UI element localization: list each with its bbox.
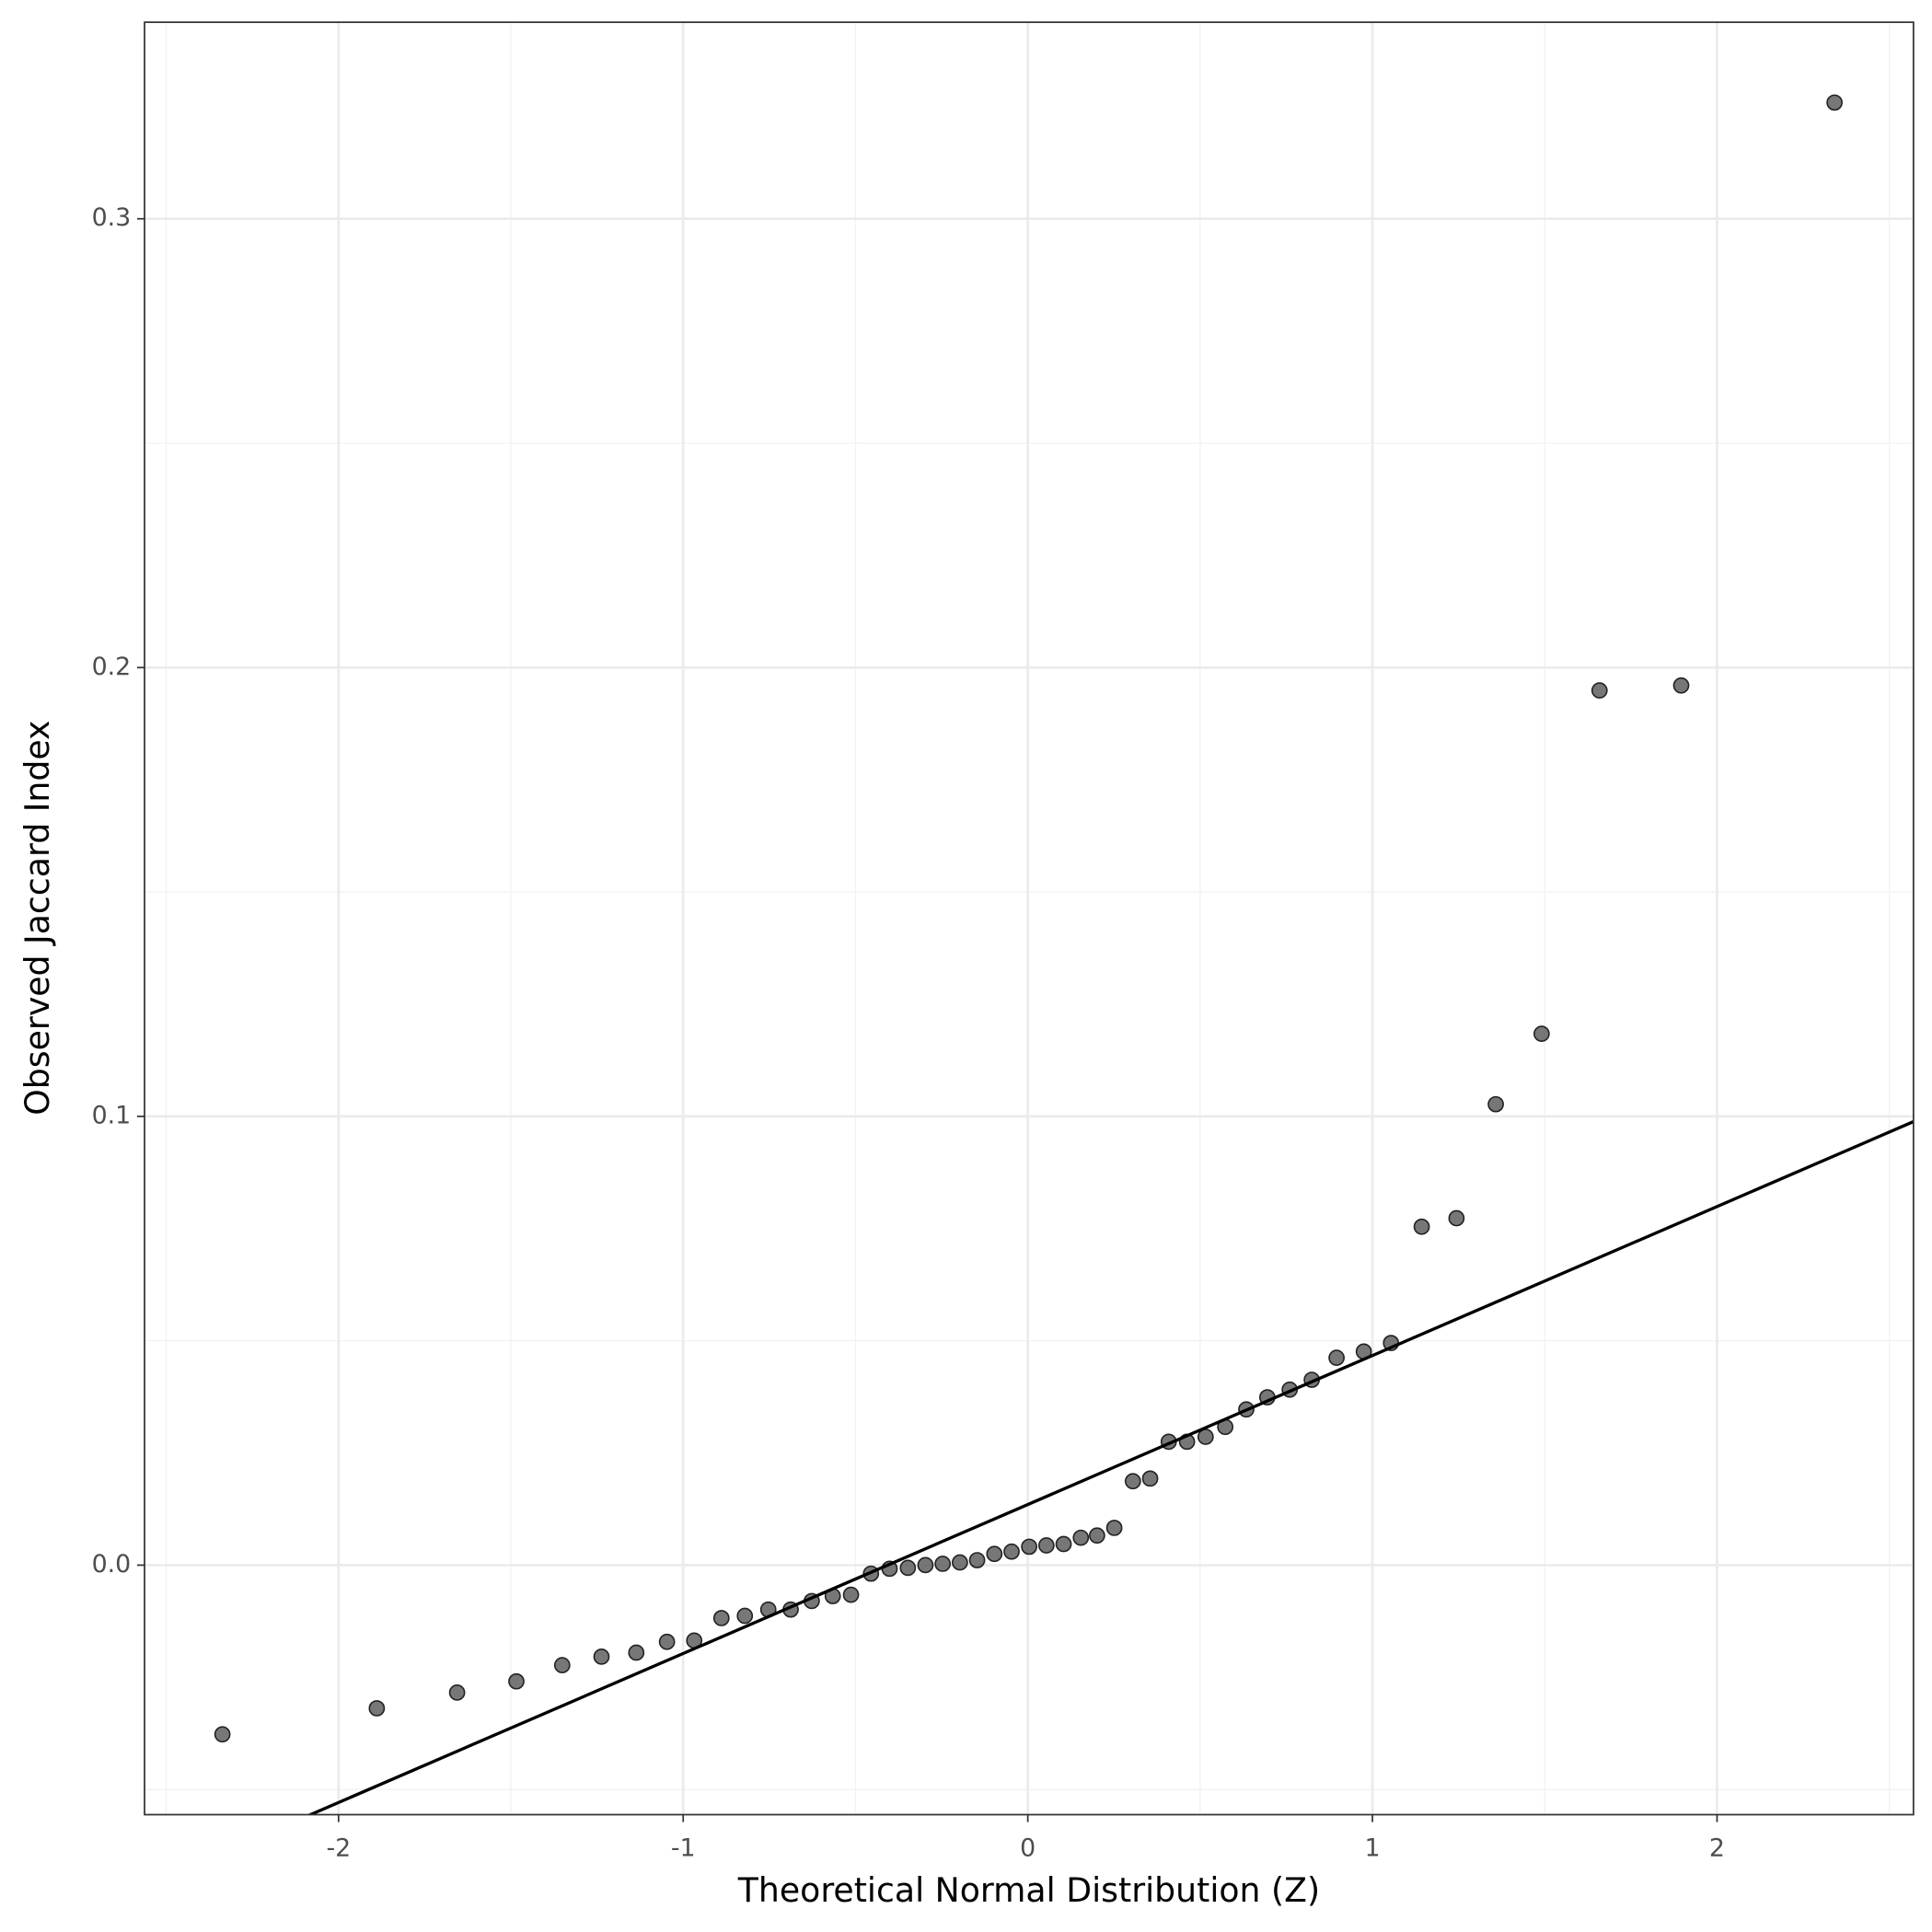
x-tick-label: 0 [1020, 1834, 1035, 1863]
point [593, 1649, 610, 1665]
point [1141, 1470, 1159, 1487]
point [1037, 1537, 1055, 1554]
point [1021, 1538, 1037, 1556]
point [553, 1657, 571, 1674]
point [214, 1726, 231, 1743]
y-axis-title: Observed Jaccard Index [17, 721, 57, 1116]
x-tick-label: 1 [1365, 1834, 1381, 1863]
x-tick-label: -2 [326, 1834, 351, 1863]
point [1591, 682, 1608, 700]
point [1089, 1527, 1105, 1544]
y-tick-label: 0.1 [92, 1101, 132, 1129]
panel-border [144, 21, 1915, 1816]
point [917, 1556, 934, 1574]
point [1413, 1218, 1430, 1235]
reference-line [307, 1120, 1914, 1815]
point [986, 1545, 1003, 1563]
point [508, 1672, 525, 1690]
y-tick-label: 0.3 [92, 203, 132, 232]
point [1124, 1473, 1141, 1490]
point [1533, 1025, 1550, 1042]
point [1003, 1543, 1020, 1560]
y-tick-label: 0.0 [92, 1550, 132, 1579]
point [952, 1554, 968, 1571]
x-tick-label: -1 [671, 1834, 696, 1863]
point [368, 1700, 386, 1717]
point [1072, 1529, 1090, 1546]
point [1328, 1349, 1345, 1367]
point [1448, 1209, 1465, 1227]
point [1826, 94, 1843, 111]
point [1105, 1520, 1123, 1536]
point [1055, 1535, 1072, 1553]
point [899, 1559, 917, 1577]
point [712, 1610, 730, 1626]
point [1672, 677, 1690, 694]
grid [145, 22, 1914, 1815]
point [1197, 1429, 1214, 1445]
y-tick-label: 0.2 [92, 653, 132, 681]
point [1487, 1095, 1504, 1113]
point [934, 1556, 952, 1572]
point [658, 1633, 676, 1650]
point [628, 1644, 645, 1661]
axes: -2 -1 0 1 2 0.0 0.1 0.2 0.3 [92, 203, 1725, 1862]
plot-area [214, 94, 1914, 1815]
point [968, 1552, 986, 1568]
x-tick-label: 2 [1709, 1834, 1725, 1863]
point [448, 1684, 466, 1701]
point [736, 1607, 754, 1625]
point [842, 1586, 860, 1603]
x-axis-title: Theoretical Normal Distribution (Z) [737, 1870, 1320, 1910]
